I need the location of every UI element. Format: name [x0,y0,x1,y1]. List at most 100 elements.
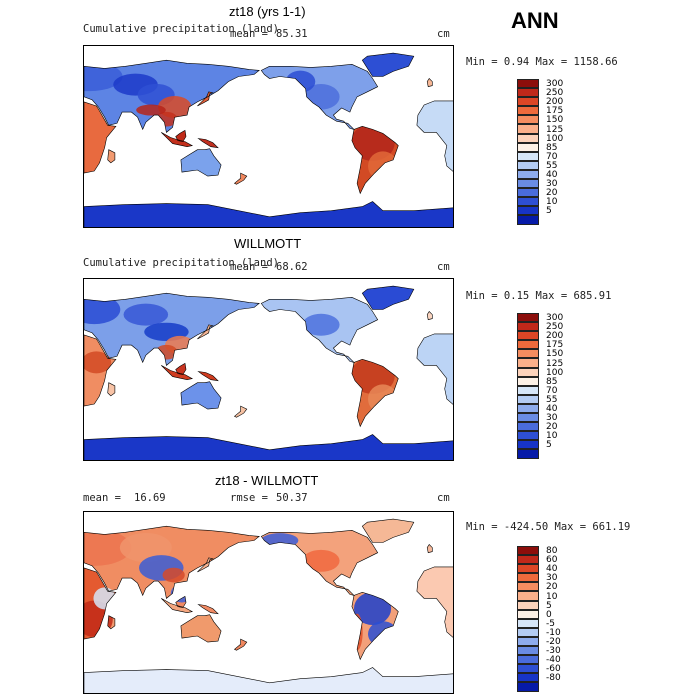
land-borneo [175,363,186,375]
precip-field [368,151,398,181]
coastline [260,296,379,363]
colorbar-tick-label: 30 [546,413,558,424]
coastline [351,125,399,195]
units-label: cm [437,492,450,504]
colorbar-swatch [517,403,539,414]
coastline [233,172,248,185]
precip-field [84,351,112,374]
colorbar-swatch [517,97,539,107]
colorbar-swatch [517,79,539,89]
colorbar-tick-label: 40 [546,170,558,180]
mean-label: mean = [83,492,121,504]
colorbar [517,546,539,692]
colorbar [517,79,539,225]
coastline [361,52,415,77]
land-greenland [362,286,414,310]
coastline [107,382,116,397]
land-newZealand [234,173,247,185]
coastline [260,529,379,596]
land-newGuinea [198,138,218,148]
precip-field [261,533,299,548]
coastline [175,362,187,375]
units-label: cm [437,261,450,273]
colorbar-swatch [517,179,539,189]
colorbar-tick-label: 100 [546,133,564,144]
world-map [83,45,454,228]
coastline [84,101,117,174]
coastline [351,591,399,661]
colorbar-tick-label: 40 [546,404,558,414]
colorbar-tick-label: 20 [546,582,558,593]
colorbar-tick-label: -30 [546,646,561,657]
colorbar-swatch [517,358,539,368]
colorbar-tick-label: -40 [546,655,561,666]
colorbar [517,313,539,459]
min-max-label: Min = -424.50 Max = 661.19 [466,521,631,533]
colorbar-swatch [517,627,539,637]
precip-field [354,592,392,626]
colorbar-tick-label: 5 [546,206,552,217]
colorbar-tick-label: -60 [546,664,561,675]
colorbar-swatch [517,322,539,332]
land-antarctica [84,201,453,227]
coastline [107,615,116,630]
mean-label: mean = [230,261,268,273]
land-newGuinea [198,371,218,381]
units-label: cm [437,28,450,40]
colorbar-tick-label: 300 [546,313,564,323]
colorbar-tick-label: 70 [546,385,558,396]
land-antarctica [84,667,453,693]
colorbar-tick-label: 175 [546,340,564,351]
colorbar-swatch [517,124,539,134]
precip-field [84,529,132,566]
variable-label: Cumulative precipitation (land) [83,257,279,269]
colorbar-tick-label: 125 [546,124,564,135]
mean-value: 85.31 [276,28,308,40]
colorbar-swatch [517,115,539,125]
coastline [180,148,222,177]
coastline [84,334,117,407]
colorbar-swatch [517,169,539,180]
colorbar-swatch [517,564,539,574]
coastline [233,638,248,651]
coastline [180,381,222,410]
colorbar-tick-label: 250 [546,322,564,333]
land-africaWest [416,333,453,405]
coastline [161,598,194,614]
coastline [175,595,187,608]
colorbar-swatch [517,682,539,692]
coastline [197,91,214,107]
colorbar-swatch [517,385,539,395]
season-label: ANN [511,8,559,33]
colorbar-tick-label: 10 [546,431,558,442]
colorbar-tick-label: 30 [546,573,558,584]
panel-title: WILLMOTT [234,236,302,251]
min-max-label: Min = 0.15 Max = 685.91 [466,290,612,302]
colorbar-tick-label: 125 [546,358,564,369]
colorbar-swatch [517,582,539,592]
coastline [426,311,433,321]
colorbar-tick-label: -10 [546,627,561,638]
colorbar-swatch [517,133,539,143]
colorbar-swatch [517,655,539,665]
coastline [107,149,116,164]
colorbar-swatch [517,555,539,565]
colorbar-tick-label: 55 [546,394,558,405]
colorbar-tick-label: 150 [546,115,564,126]
land-greenland [362,53,414,77]
colorbar-swatch [517,215,539,225]
coastline [361,285,415,310]
coastline [197,138,219,149]
colorbar-tick-label: 60 [546,555,558,566]
land-newGuinea [198,604,218,614]
land-australia [180,614,222,643]
rmse-label: rmse = [230,492,268,504]
colorbar-swatch [517,313,539,323]
coastline [351,358,399,428]
land-australia [180,148,222,177]
colorbar-tick-label: 0 [546,609,552,620]
coastline [84,567,117,640]
coastline [197,371,219,382]
colorbar-swatch [517,188,539,198]
colorbar-swatch [517,340,539,350]
